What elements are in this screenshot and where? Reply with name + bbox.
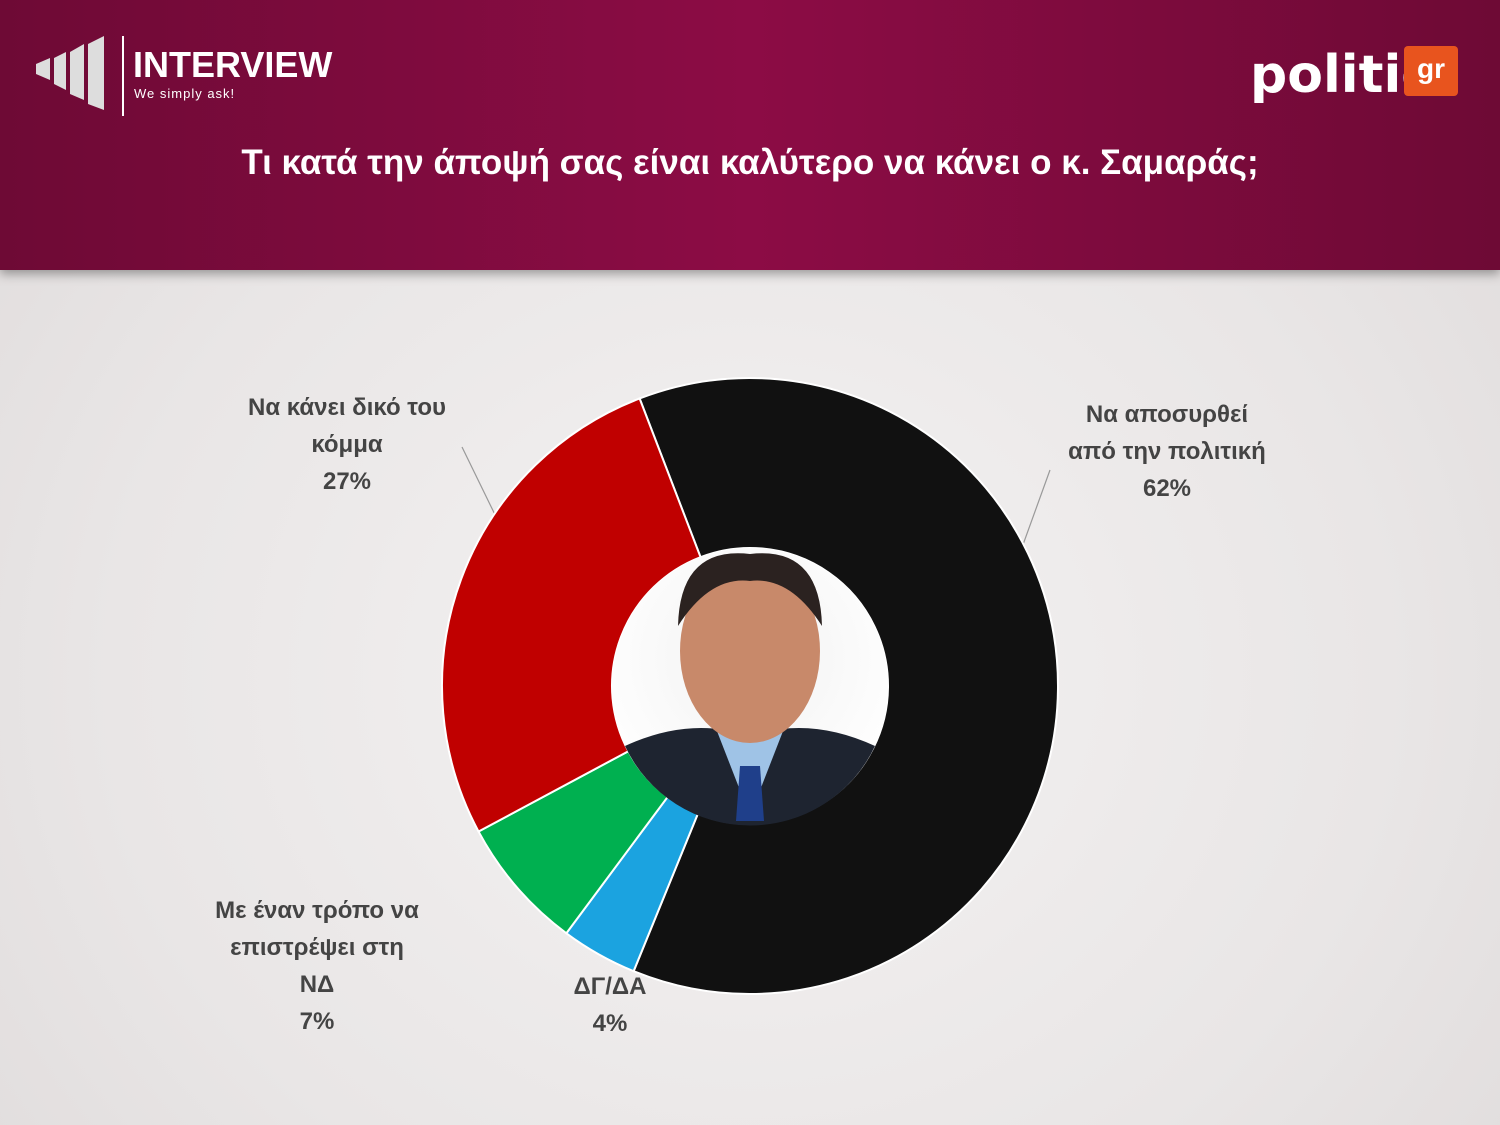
category-label: Με έναν τρόπο να επιστρέψει στη ΝΔ bbox=[215, 897, 419, 998]
header: INTERVIEW We simply ask! politic gr Τι κ… bbox=[0, 0, 1500, 270]
tagline: We simply ask! bbox=[134, 86, 235, 101]
value-label: 7% bbox=[299, 1008, 335, 1035]
photo-face bbox=[680, 559, 820, 743]
category-label: Να κάνει δικό του κόμμα bbox=[248, 394, 446, 458]
photo-tie bbox=[736, 766, 764, 821]
logo-box bbox=[1404, 46, 1458, 96]
donut-segment bbox=[632, 377, 1059, 995]
data-label: Με έναν τρόπο να επιστρέψει στη ΝΔ 7% bbox=[212, 892, 422, 1040]
category-label: ΔΓ/ΔΑ bbox=[573, 973, 647, 1000]
logo-suffix: gr bbox=[1417, 53, 1445, 84]
interview-icon bbox=[36, 36, 104, 110]
photo-hair bbox=[678, 553, 822, 626]
value-label: 62% bbox=[1142, 475, 1192, 502]
category-label: Να αποσυρθεί από την πολιτική bbox=[1068, 401, 1266, 465]
value-label: 27% bbox=[322, 468, 372, 495]
logo: politic bbox=[1250, 45, 1432, 105]
logos: INTERVIEW We simply ask! politic gr bbox=[36, 36, 1458, 116]
brand: INTERVIEW bbox=[133, 44, 332, 85]
chart-title: Τι κατά την άποψή σας είναι καλύτερο να … bbox=[241, 143, 1259, 182]
donut-segment bbox=[441, 397, 702, 833]
data-label: Να αποσυρθεί από την πολιτική 62% bbox=[1062, 396, 1272, 507]
data-label: Να κάνει δικό του κόμμα 27% bbox=[247, 389, 447, 500]
data-label: ΔΓ/ΔΑ 4% bbox=[560, 968, 660, 1042]
value-label: 4% bbox=[592, 1010, 628, 1037]
